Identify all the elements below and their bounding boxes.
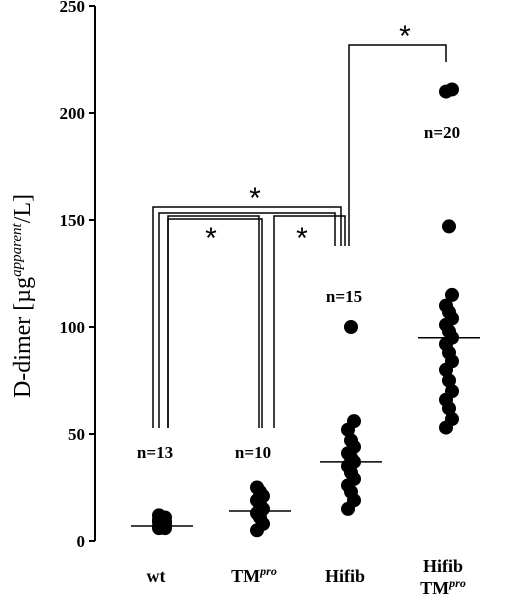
y-tick-label: 50 xyxy=(68,425,85,444)
y-tick-label: 100 xyxy=(60,318,86,337)
category-label: TMpro xyxy=(231,564,277,586)
data-point xyxy=(445,287,459,302)
n-label: n=20 xyxy=(424,123,460,142)
significance-star: * xyxy=(249,182,261,215)
category-label-text: Hifib xyxy=(325,566,365,586)
data-point xyxy=(344,433,358,448)
bracket-wt-hifib-inner xyxy=(158,212,336,428)
data-point xyxy=(344,320,358,334)
category-label-text: TM xyxy=(231,566,260,586)
n-label: n=13 xyxy=(137,443,173,462)
y-tick-label: 200 xyxy=(60,104,86,123)
n-label: n=15 xyxy=(326,287,362,306)
bracket-wt-tm-inner xyxy=(167,218,263,428)
category-label: Hifib xyxy=(325,566,365,586)
data-point xyxy=(442,219,456,234)
y-tick-label: 250 xyxy=(60,0,86,16)
category-label: Hifib xyxy=(423,556,463,576)
y-axis-label: D-dimer [µgapparent/L] xyxy=(9,194,36,398)
data-point xyxy=(442,373,456,388)
category-label-line2-sup: pro xyxy=(448,576,466,590)
data-point xyxy=(445,412,459,427)
category-label-line2-text: TM xyxy=(420,578,449,598)
y-tick-label: 150 xyxy=(60,211,86,230)
data-point xyxy=(439,298,453,313)
median-lines xyxy=(131,336,480,527)
y-tick-label: 0 xyxy=(77,532,86,551)
data-point xyxy=(445,82,459,97)
category-label-sup: pro xyxy=(259,564,277,578)
data-point xyxy=(445,384,459,399)
category-label-line2: TMpro xyxy=(420,576,466,598)
category-label-text: wt xyxy=(147,566,166,586)
data-point xyxy=(152,508,166,523)
y-axis-label-main: D-dimer [µg xyxy=(10,277,36,398)
y-axis-label-tail: /L] xyxy=(10,194,36,223)
data-point xyxy=(347,414,361,429)
category-label-text: Hifib xyxy=(423,556,463,576)
bracket-hifib-hifibtm xyxy=(348,44,447,246)
significance-star: * xyxy=(399,20,411,53)
n-label: n=10 xyxy=(235,443,271,462)
data-points xyxy=(152,82,459,538)
data-point xyxy=(250,480,264,495)
significance-star: * xyxy=(296,222,308,255)
category-label: wt xyxy=(147,566,166,586)
significance-brackets: * * * * xyxy=(152,20,447,428)
bracket-wt-hifib-outer xyxy=(152,206,342,428)
y-ticks: 0 50 100 150 200 250 xyxy=(60,0,95,551)
y-axis-label-sup: apparent xyxy=(9,222,25,276)
n-labels: n=13 n=10 n=15 n=20 xyxy=(137,123,460,462)
significance-star: * xyxy=(205,222,217,255)
bracket-tm-hifib xyxy=(273,215,346,428)
